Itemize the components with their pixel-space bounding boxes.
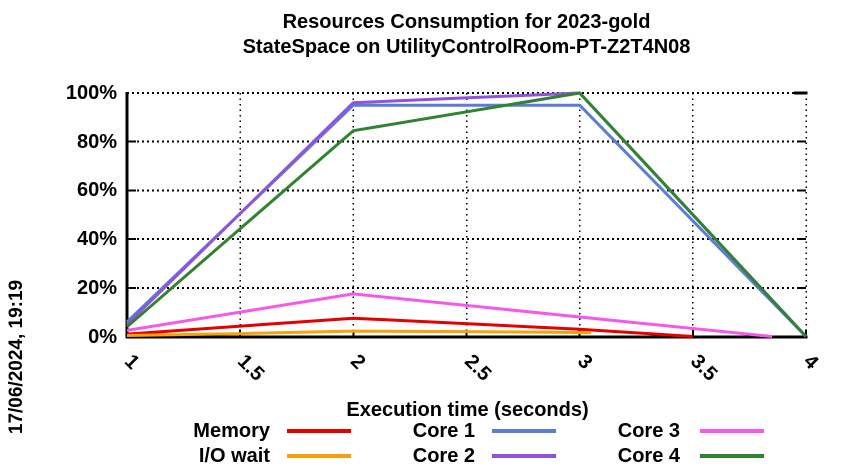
legend-label-core-3: Core 3	[617, 420, 680, 442]
legend-label-core-4: Core 4	[617, 445, 680, 467]
legend-line-sample	[700, 454, 764, 458]
legend-line-sample	[287, 454, 351, 458]
legend-line-sample	[492, 454, 556, 458]
series-line-memory	[126, 316, 693, 338]
chart-title: Resources Consumption for 2023-gold	[282, 11, 651, 33]
y-tick-label: 100%	[65, 82, 117, 104]
y-tick-label: 60%	[76, 179, 117, 202]
x-axis-title: Execution time (seconds)	[346, 399, 589, 421]
legend-label-core-1: Core 1	[412, 420, 475, 442]
series-line-i-o-wait	[126, 329, 592, 337]
timestamp-label: 17/06/2024, 19:19	[6, 279, 27, 435]
legend-line-sample	[492, 429, 556, 433]
chart-subtitle: StateSpace on UtilityControlRoom-PT-Z2T4…	[242, 36, 691, 58]
legend-label-memory: Memory	[193, 420, 270, 442]
series-line-core-3	[126, 292, 773, 338]
legend-line-sample	[700, 429, 764, 433]
legend-label-core-2: Core 2	[412, 445, 475, 467]
y-tick-label: 20%	[76, 276, 117, 299]
series-line-core-4	[126, 91, 808, 338]
legend-label-i-o-wait: I/O wait	[198, 445, 270, 467]
y-tick-label: 0%	[88, 325, 117, 348]
y-tick-label: 80%	[76, 130, 117, 153]
y-tick-label: 40%	[76, 228, 117, 251]
legend-line-sample	[287, 429, 351, 433]
